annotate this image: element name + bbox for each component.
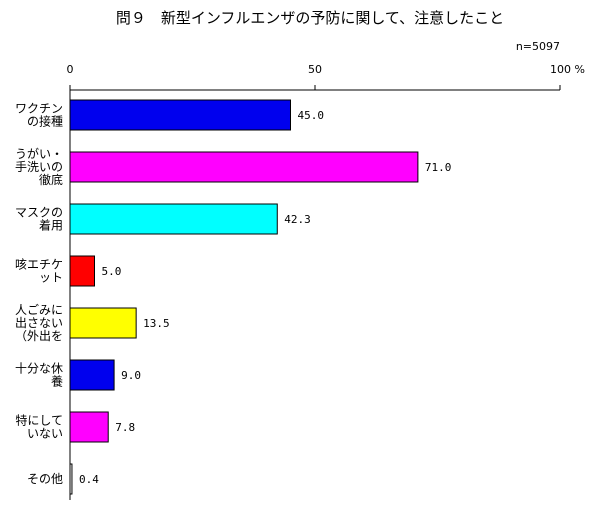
bar xyxy=(69,463,73,495)
bar xyxy=(69,255,95,287)
category-label: いない xyxy=(27,427,63,441)
value-label: 9.0 xyxy=(121,369,141,382)
bar xyxy=(69,359,115,391)
value-label: 71.0 xyxy=(425,161,452,174)
sample-size-note: n=5097 xyxy=(516,40,560,53)
bar xyxy=(69,307,137,339)
x-tick-label: 100 % xyxy=(550,63,585,76)
x-tick-label: 0 xyxy=(67,63,74,76)
value-label: 7.8 xyxy=(115,421,135,434)
bar xyxy=(69,151,419,183)
category-label: 特にして xyxy=(15,413,63,428)
value-label: 5.0 xyxy=(102,265,122,278)
category-label: ット xyxy=(39,271,63,285)
category-label: その他 xyxy=(27,472,63,486)
category-label: うがい・ xyxy=(15,146,63,161)
value-label: 13.5 xyxy=(143,317,170,330)
x-tick-label: 50 xyxy=(308,63,322,76)
category-label: 徹底 xyxy=(39,172,63,187)
chart-title: 問９ 新型インフルエンザの予防に関して、注意したこと xyxy=(116,9,504,27)
value-label: 42.3 xyxy=(284,213,311,226)
bar xyxy=(69,203,278,235)
category-label: 養 xyxy=(51,374,63,389)
value-label: 45.0 xyxy=(298,109,325,122)
category-label: （外出を xyxy=(15,329,63,343)
category-label: 出さない xyxy=(15,316,63,330)
category-label: の接種 xyxy=(27,114,63,129)
bar xyxy=(69,411,109,443)
category-label: 咳エチケ xyxy=(15,258,63,272)
bar xyxy=(69,99,291,131)
category-label: マスクの xyxy=(15,206,63,220)
category-label: 人ごみに xyxy=(15,302,63,317)
category-label: 十分な休 xyxy=(15,362,63,376)
category-label: 着用 xyxy=(39,218,63,233)
category-label: 手洗いの xyxy=(15,160,63,174)
value-label: 0.4 xyxy=(79,473,99,486)
category-label: ワクチン xyxy=(15,102,63,116)
